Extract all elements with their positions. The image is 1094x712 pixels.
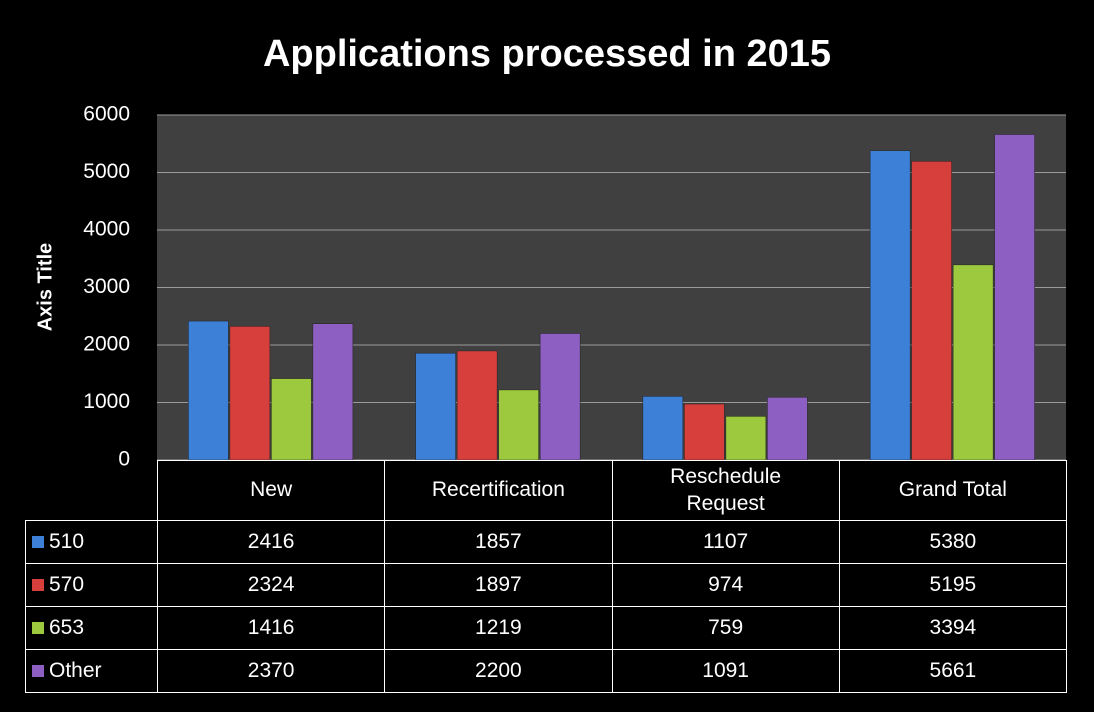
legend-cell: 653 <box>25 606 158 650</box>
legend-label: 653 <box>49 615 85 639</box>
legend-key <box>32 579 44 591</box>
table-value: 1219 <box>475 615 522 639</box>
bar <box>642 396 684 461</box>
table-value: 2200 <box>475 658 522 682</box>
table-value: 1416 <box>247 615 295 639</box>
table-header-cell: New <box>157 460 386 521</box>
table-cell: 1897 <box>384 563 613 607</box>
bar <box>994 134 1035 461</box>
bar <box>952 264 994 461</box>
bar <box>911 161 952 461</box>
table-value: 1107 <box>703 529 749 553</box>
legend-cell: Other <box>25 649 158 693</box>
bar <box>188 320 229 461</box>
legend-cell: 510 <box>25 520 158 564</box>
table-value: 1091 <box>702 658 749 682</box>
table-value: 3394 <box>929 615 977 639</box>
table-cell: 974 <box>611 563 840 607</box>
table-header-cell: Recertification <box>384 460 613 521</box>
y-tick-label: 4000 <box>83 218 130 241</box>
bar <box>539 333 581 461</box>
bar <box>498 389 539 461</box>
bar <box>456 350 498 461</box>
table-value: 5195 <box>929 572 977 596</box>
table-cell: 1416 <box>157 606 386 650</box>
table-header-cell: Reschedule Request <box>611 460 840 521</box>
x-tick-label: New <box>250 478 293 502</box>
x-tick-label: Recertification <box>431 478 565 502</box>
table-cell: 2200 <box>384 649 613 693</box>
chart-title: Applications processed in 2015 <box>263 33 831 75</box>
table-value: 974 <box>708 572 744 596</box>
table-cell: 2324 <box>157 563 386 607</box>
legend-label: 510 <box>49 529 85 553</box>
bar <box>312 323 354 461</box>
y-tick-label: 5000 <box>83 160 130 183</box>
table-cell: 2370 <box>157 649 386 693</box>
y-axis-label: Axis Title <box>34 243 56 332</box>
y-tick-label: 2000 <box>83 333 130 356</box>
bar <box>271 378 312 461</box>
table-value: 2416 <box>247 529 295 553</box>
table-header-cell: Grand Total <box>838 460 1067 521</box>
x-tick-label: Grand Total <box>898 478 1007 502</box>
table-cell: 2416 <box>157 520 386 564</box>
table-value: 2324 <box>247 572 295 596</box>
legend-label: Other <box>49 658 102 682</box>
y-tick-label: 1000 <box>83 390 130 413</box>
table-value: 1857 <box>475 529 522 553</box>
table-cell: 1091 <box>611 649 840 693</box>
table-cell: 5380 <box>838 520 1067 564</box>
table-cell: 1107 <box>611 520 840 564</box>
table-value: 5661 <box>929 658 977 682</box>
table-cell: 1219 <box>384 606 613 650</box>
legend-label: 570 <box>49 572 85 596</box>
legend-key <box>32 622 44 634</box>
bar <box>725 416 767 461</box>
y-tick-label: 3000 <box>83 275 130 298</box>
table-cell: 3394 <box>838 606 1067 650</box>
legend-cell: 570 <box>25 563 158 607</box>
table-value: 2370 <box>247 658 295 682</box>
table-cell: 5195 <box>838 563 1067 607</box>
table-value: 759 <box>708 615 744 639</box>
bar <box>415 352 456 461</box>
bar <box>684 403 725 461</box>
bar <box>869 150 911 461</box>
table-value: 5380 <box>929 529 977 553</box>
table-cell: 759 <box>611 606 840 650</box>
bar <box>767 397 808 461</box>
table-cell: 1857 <box>384 520 613 564</box>
legend-key <box>32 665 44 677</box>
legend-key <box>32 536 44 548</box>
table-cell: 5661 <box>838 649 1067 693</box>
y-tick-label: 6000 <box>83 103 130 126</box>
y-tick-label: 0 <box>118 448 130 471</box>
bar <box>229 326 271 461</box>
x-tick-label: Reschedule Request <box>670 465 782 515</box>
table-value: 1897 <box>475 572 522 596</box>
